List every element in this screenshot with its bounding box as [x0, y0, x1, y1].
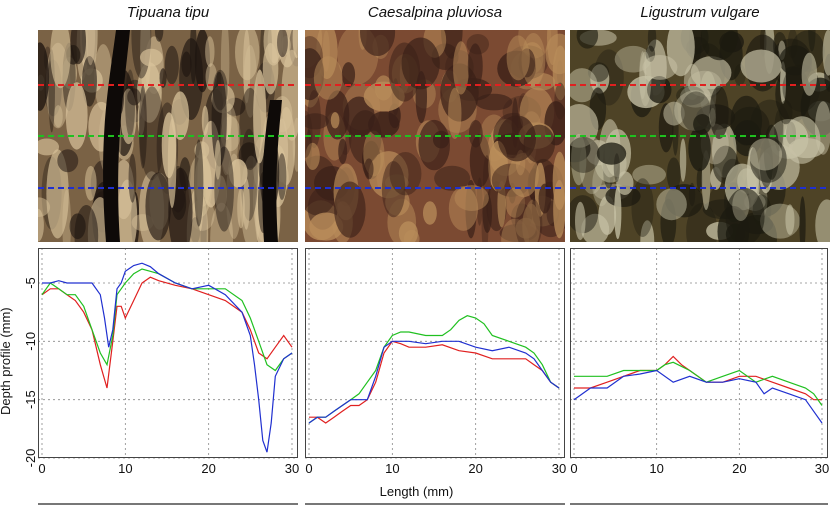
chart-svg: 0 10 20 30 [305, 248, 566, 476]
x-tick-label: 20 [201, 461, 215, 476]
depth-profile-chart-tipuana: 0 10 20 30 -5 -10 -15 -20 [23, 248, 299, 476]
panel-title-tipuana: Tipuana tipu [126, 4, 210, 21]
series-line-blue [308, 340, 560, 424]
x-tick-label: 20 [468, 461, 482, 476]
y-tick-label: -5 [23, 277, 38, 289]
x-axis-label: Length (mm) [379, 484, 454, 499]
series-line-red [574, 355, 822, 401]
x-tick-label: 10 [385, 461, 399, 476]
panel-title-caesalpina: Caesalpina pluviosa [367, 4, 503, 21]
x-tick-label: 0 [305, 461, 312, 476]
chart-svg: 0 10 20 30 [570, 248, 829, 476]
x-tick-label: 10 [649, 461, 663, 476]
y-axis-label: Depth profile (mm) [0, 307, 13, 415]
y-tick-label: -15 [23, 390, 38, 409]
series-line-blue [42, 262, 293, 453]
series-line-green [41, 268, 293, 372]
series-line-green [308, 315, 560, 424]
divider [570, 503, 828, 505]
x-tick-label: 30 [815, 461, 829, 476]
y-tick-label: -10 [23, 332, 38, 351]
x-tick-label: 30 [552, 461, 566, 476]
panel-title-ligustrum: Ligustrum vulgare [640, 4, 760, 21]
x-tick-label: 10 [118, 461, 132, 476]
series-line-blue [573, 369, 823, 424]
tipuana-bark-photo [38, 30, 298, 242]
y-tick-label: -20 [23, 449, 38, 468]
plot-frame [38, 248, 298, 458]
depth-profile-chart-ligustrum: 0 10 20 30 [570, 248, 829, 476]
chart-svg: 0 10 20 30 -5 -10 -15 -20 [23, 248, 299, 476]
divider [38, 503, 298, 505]
depth-profile-chart-caesalpina: 0 10 20 30 [305, 248, 566, 476]
ligustrum-bark-photo [570, 30, 830, 242]
series-line-red [309, 340, 560, 424]
x-tick-label: 0 [38, 461, 45, 476]
caesalpina-bark-photo [305, 30, 565, 242]
divider [305, 503, 565, 505]
plot-frame [570, 248, 828, 458]
series-line-green [574, 361, 823, 406]
x-tick-label: 30 [285, 461, 299, 476]
x-tick-label: 20 [732, 461, 746, 476]
x-tick-label: 0 [570, 461, 577, 476]
series-line-red [41, 276, 293, 389]
plot-frame [305, 248, 565, 458]
